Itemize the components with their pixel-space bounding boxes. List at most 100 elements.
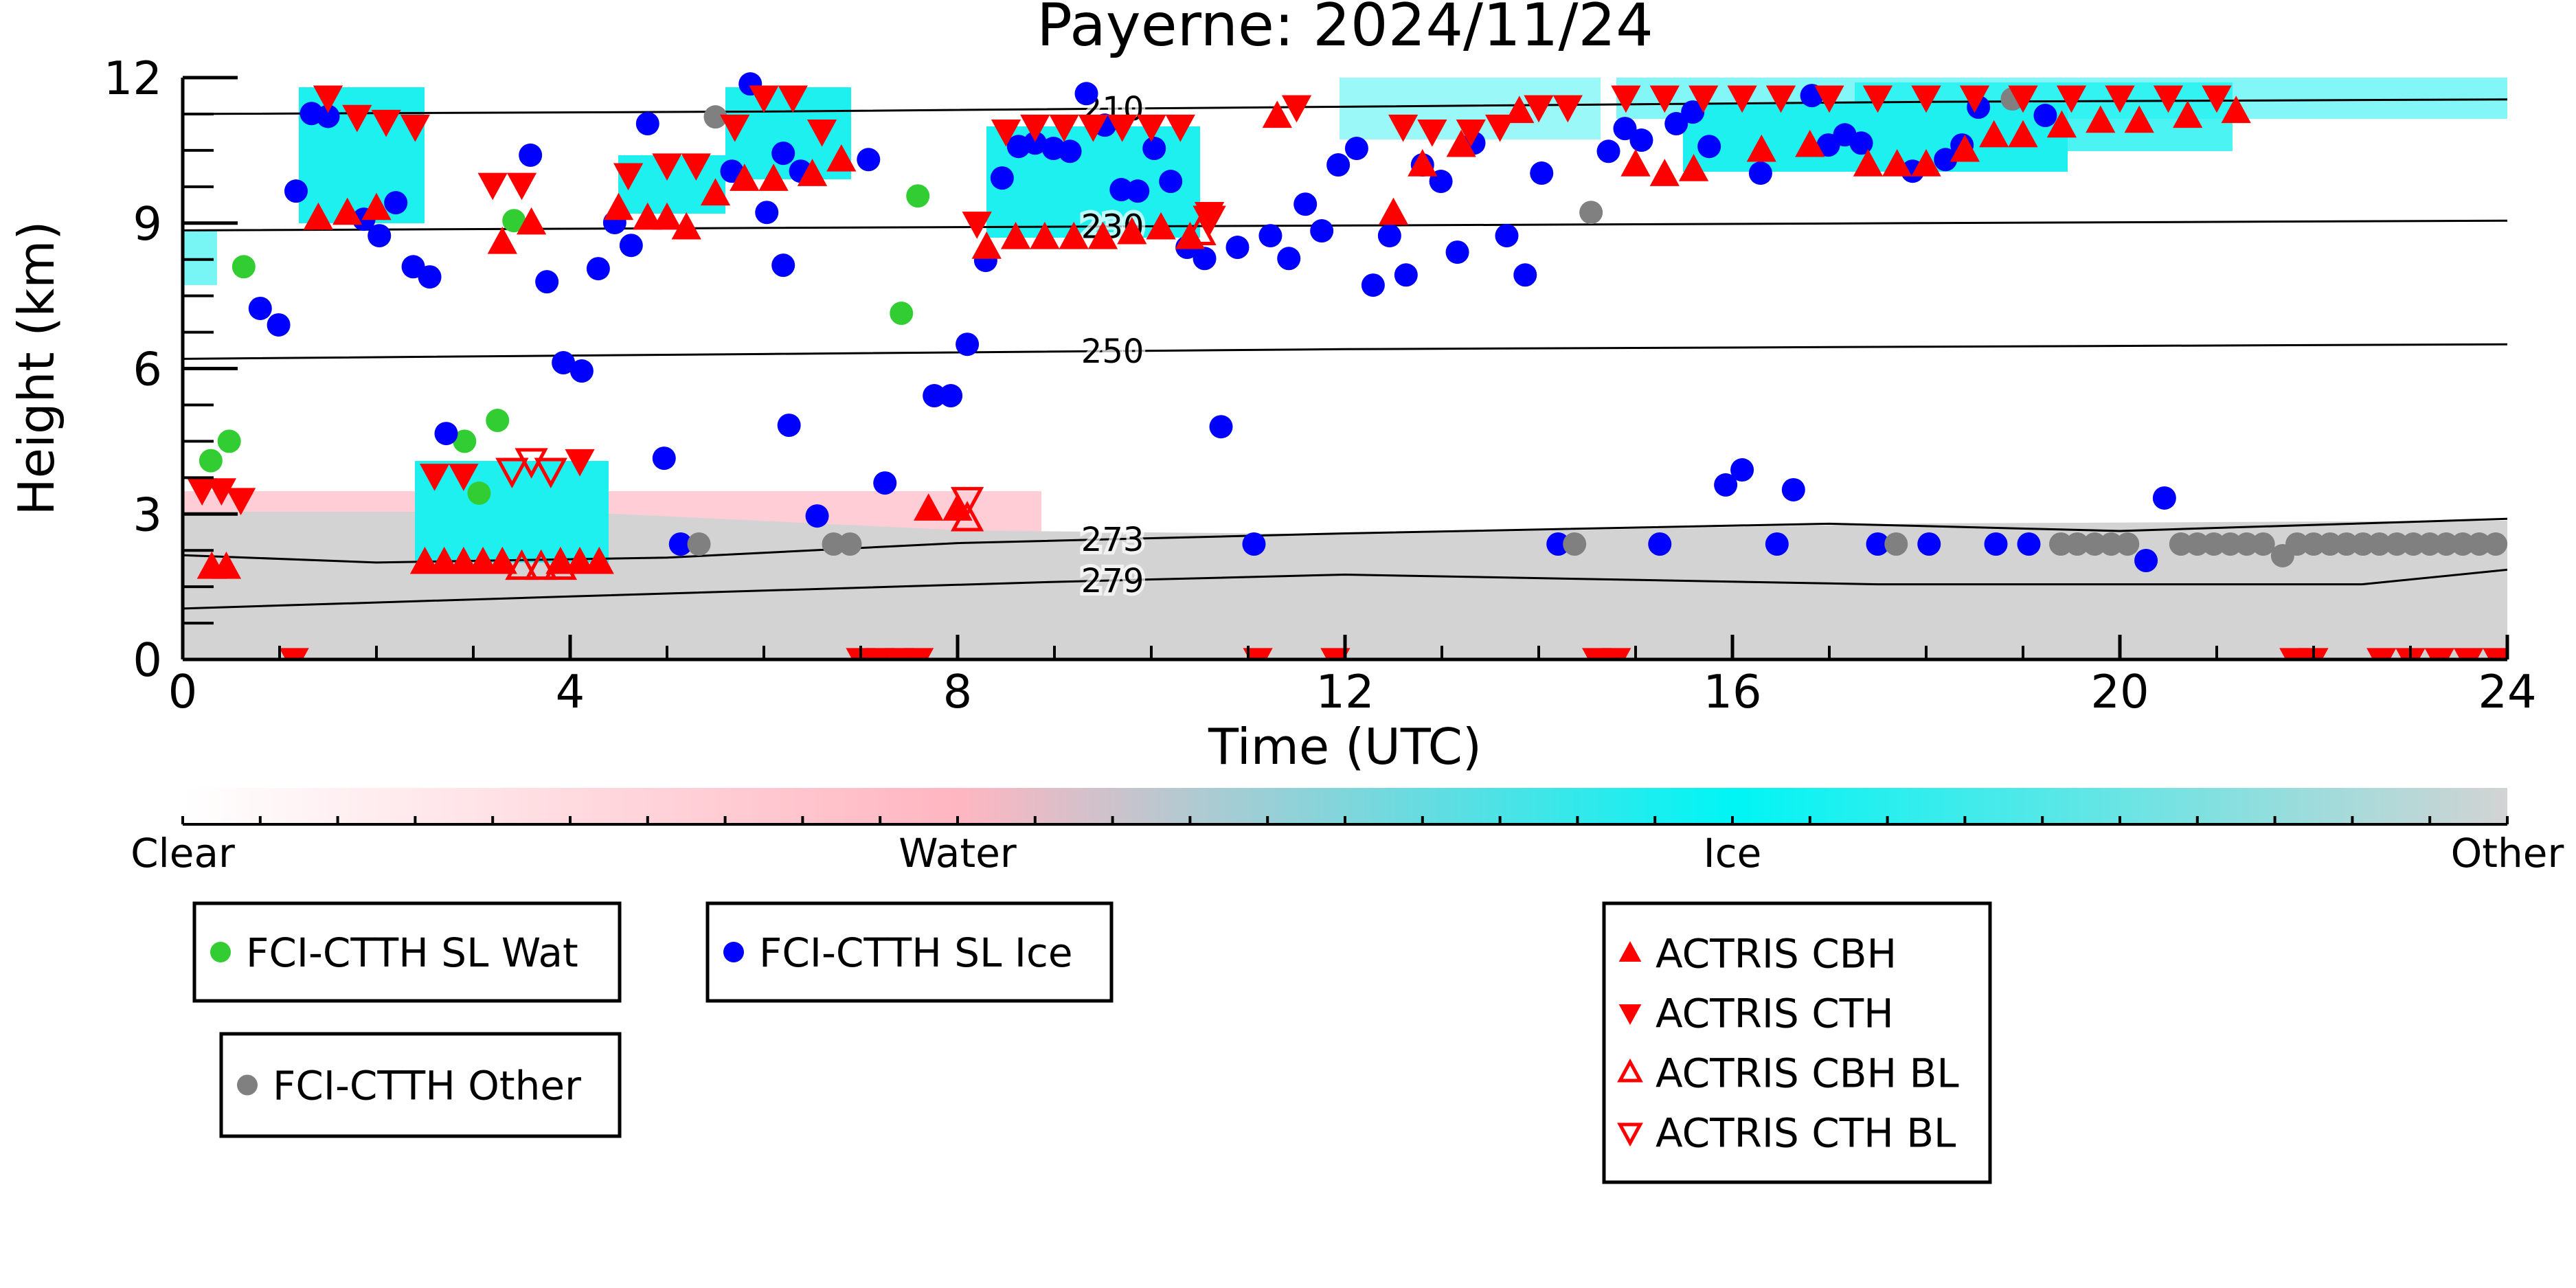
point xyxy=(502,209,526,233)
triangle xyxy=(409,546,440,574)
point xyxy=(652,447,676,471)
triangle xyxy=(565,449,595,477)
point xyxy=(990,166,1014,190)
legend: FCI-CTTH SL Wat FCI-CTTH SL Ice FCI-CTTH O… xyxy=(192,901,1992,1184)
triangle xyxy=(371,109,401,137)
triangle xyxy=(495,457,529,488)
point xyxy=(2418,532,2442,556)
triangle xyxy=(1911,149,1941,177)
point xyxy=(2484,532,2507,556)
triangle xyxy=(211,551,242,579)
point xyxy=(2334,532,2358,556)
triangle xyxy=(1193,205,1226,236)
point xyxy=(1697,135,1721,159)
triangle xyxy=(603,192,634,221)
legend-label: FCI-CTTH SL Ice xyxy=(759,929,1073,976)
point xyxy=(956,332,980,357)
triangle xyxy=(1059,221,1089,249)
triangle xyxy=(1049,114,1079,142)
triangle xyxy=(1146,212,1176,240)
ice-region xyxy=(415,461,609,563)
triangle xyxy=(749,85,779,113)
triangle xyxy=(1649,85,1680,113)
point xyxy=(384,191,408,215)
point xyxy=(284,179,308,203)
point xyxy=(2099,532,2123,556)
point xyxy=(2385,532,2409,556)
legend-label: FCI-CTTH Other xyxy=(273,1063,581,1109)
y-tick-label: 6 xyxy=(133,343,162,396)
triangle xyxy=(1524,95,1554,123)
point xyxy=(1258,224,1283,248)
triangle xyxy=(758,163,789,191)
triangle xyxy=(332,197,363,225)
point xyxy=(2467,532,2492,556)
y-tick-label: 12 xyxy=(104,52,162,105)
triangle xyxy=(826,144,857,172)
contour-line xyxy=(183,343,2507,360)
triangle xyxy=(778,85,808,113)
legend-marker xyxy=(1617,1058,1643,1083)
point xyxy=(1159,170,1183,194)
point xyxy=(217,429,241,453)
triangle xyxy=(313,85,343,113)
triangle xyxy=(1087,221,1118,249)
triangle xyxy=(1950,134,1980,162)
point xyxy=(1629,128,1653,152)
triangle xyxy=(1484,114,1515,142)
point xyxy=(771,142,795,166)
x-axis-label: Time (UTC) xyxy=(1208,718,1482,776)
point xyxy=(1866,532,1890,556)
point xyxy=(2065,532,2089,556)
point xyxy=(873,471,897,495)
point xyxy=(805,504,829,528)
point xyxy=(1495,224,1519,248)
x-tick-label: 24 xyxy=(2478,665,2536,719)
contour-label: 279 xyxy=(1081,562,1144,600)
point xyxy=(687,532,711,556)
point xyxy=(1781,477,1805,501)
triangle xyxy=(797,159,828,186)
triangle xyxy=(2153,85,2184,113)
point xyxy=(316,104,340,128)
point xyxy=(1530,161,1554,185)
triangle xyxy=(1000,221,1031,249)
y-tick-label: 0 xyxy=(133,633,162,687)
triangle xyxy=(1678,154,1709,181)
point xyxy=(1714,473,1738,497)
point xyxy=(1344,137,1368,161)
point xyxy=(1884,532,1908,556)
point xyxy=(267,313,291,337)
triangle xyxy=(1117,216,1147,245)
legend-marker xyxy=(1618,941,1642,962)
triangle xyxy=(950,486,984,518)
point xyxy=(771,253,795,278)
point xyxy=(1579,201,1603,225)
contour-line xyxy=(183,568,2507,610)
contour-label: 250 xyxy=(1081,332,1144,371)
x-tick-label: 16 xyxy=(1703,665,1761,719)
triangle xyxy=(950,501,984,532)
point xyxy=(2367,532,2391,556)
point xyxy=(1613,117,1637,141)
triangle xyxy=(903,648,934,659)
point xyxy=(569,359,594,383)
triangle xyxy=(506,172,537,201)
legend-marker xyxy=(1617,1122,1643,1147)
triangle xyxy=(449,464,479,491)
point xyxy=(1917,532,1941,556)
point xyxy=(2083,532,2107,556)
legend-marker xyxy=(723,942,744,962)
point xyxy=(467,481,491,505)
triangle xyxy=(2124,105,2154,133)
legend-marker xyxy=(237,1074,258,1096)
point xyxy=(777,414,801,438)
triangle xyxy=(1183,214,1217,246)
triangle xyxy=(1320,648,1351,659)
point xyxy=(838,532,862,556)
triangle xyxy=(730,163,760,191)
triangle xyxy=(2086,105,2116,133)
point xyxy=(1058,139,1082,163)
point xyxy=(1277,247,1301,271)
